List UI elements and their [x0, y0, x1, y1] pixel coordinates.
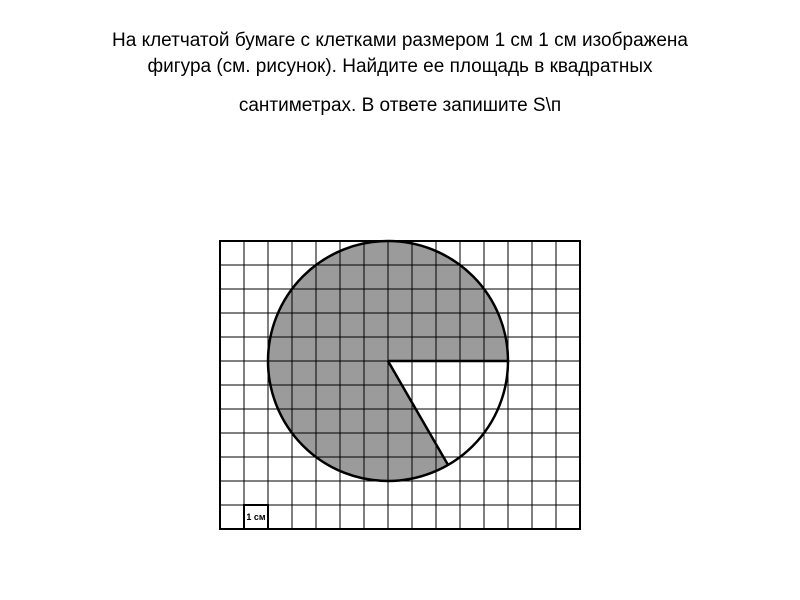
page: На клетчатой бумаге с клетками размером … [0, 0, 800, 600]
problem-statement: На клетчатой бумаге с клетками размером … [0, 28, 800, 119]
text-line-2: фигура (см. рисунок). Найдите ее площадь… [0, 54, 800, 80]
text-line-1: На клетчатой бумаге с клетками размером … [0, 28, 800, 54]
figure-container: 1 см [215, 230, 585, 540]
grid-figure: 1 см [218, 239, 582, 531]
text-line-3: сантиметрах. В ответе запишите S\п [0, 93, 800, 119]
unit-label: 1 см [246, 512, 266, 522]
